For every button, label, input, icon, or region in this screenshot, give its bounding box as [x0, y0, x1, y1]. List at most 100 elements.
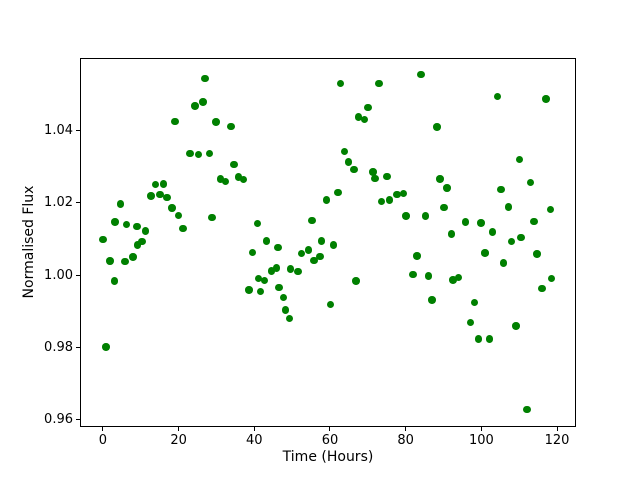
scatter-point	[440, 204, 448, 212]
scatter-point	[477, 219, 485, 227]
scatter-point	[99, 235, 107, 244]
scatter-point	[147, 192, 155, 200]
scatter-point	[421, 212, 430, 220]
scatter-point	[512, 322, 520, 330]
scatter-point	[138, 238, 146, 246]
scatter-point	[308, 217, 316, 225]
scatter-point	[248, 248, 257, 256]
scatter-point	[352, 277, 360, 285]
scatter-point	[133, 222, 141, 230]
scatter-point	[481, 249, 489, 257]
scatter-point	[530, 217, 538, 226]
scatter-point	[413, 252, 421, 260]
scatter-point	[485, 335, 494, 343]
scatter-point	[275, 283, 283, 292]
x-tick-mark	[329, 427, 331, 431]
scatter-point	[443, 184, 451, 192]
scatter-point	[454, 273, 463, 282]
y-tick-mark	[76, 274, 80, 276]
scatter-point	[239, 175, 247, 184]
scatter-point	[285, 314, 294, 323]
scatter-point	[336, 79, 344, 88]
scatter-point	[350, 166, 358, 174]
scatter-point	[470, 298, 479, 307]
y-tick-label: 1.00	[44, 267, 73, 283]
scatter-point	[256, 287, 265, 296]
scatter-point	[208, 213, 216, 222]
scatter-point	[409, 270, 417, 279]
scatter-point	[121, 257, 129, 266]
scatter-point	[141, 227, 149, 235]
scatter-point	[447, 230, 456, 238]
x-tick-mark	[556, 427, 558, 431]
scatter-point	[461, 218, 470, 226]
scatter-point	[179, 224, 187, 233]
scatter-point	[253, 219, 262, 228]
scatter-point	[316, 252, 324, 260]
scatter-point	[159, 180, 168, 188]
scatter-point	[500, 259, 508, 267]
x-tick-mark	[178, 427, 180, 431]
scatter-point	[174, 211, 182, 220]
scatter-point	[364, 103, 372, 111]
scatter-point	[116, 200, 125, 208]
x-tick-label: 40	[246, 433, 263, 448]
scatter-point	[488, 228, 497, 236]
x-tick-mark	[480, 427, 482, 431]
scatter-point	[375, 79, 383, 88]
scatter-point	[260, 276, 269, 285]
x-tick-mark	[253, 427, 255, 431]
scatter-point	[274, 243, 282, 251]
scatter-point	[504, 203, 513, 211]
scatter-point	[542, 95, 550, 103]
scatter-point	[110, 277, 118, 285]
scatter-point	[186, 149, 194, 158]
scatter-point	[327, 301, 335, 309]
scatter-point	[344, 158, 353, 166]
x-tick-label: 60	[321, 433, 339, 448]
scatter-point	[330, 241, 338, 249]
scatter-point	[129, 253, 137, 261]
scatter-point	[371, 174, 379, 183]
scatter-point	[334, 188, 342, 196]
y-tick-mark	[76, 202, 80, 204]
scatter-point	[360, 115, 369, 124]
scatter-point	[369, 168, 377, 176]
scatter-point	[254, 274, 263, 282]
scatter-point	[475, 335, 483, 343]
scatter-point	[102, 343, 110, 351]
scatter-point	[133, 241, 142, 249]
scatter-point	[507, 238, 516, 246]
scatter-point	[402, 212, 410, 220]
scatter-point	[417, 70, 425, 79]
scatter-point	[282, 306, 290, 314]
x-tick-label: 120	[544, 433, 570, 448]
scatter-point	[205, 149, 214, 158]
y-tick-label: 0.98	[44, 339, 73, 355]
scatter-point	[245, 286, 253, 294]
scatter-point	[547, 274, 556, 282]
scatter-point	[234, 173, 243, 181]
scatter-point	[230, 161, 238, 169]
scatter-point	[106, 257, 114, 265]
scatter-point	[383, 172, 391, 181]
scatter-point	[171, 117, 179, 125]
scatter-point	[221, 178, 230, 186]
y-tick-label: 0.96	[44, 412, 73, 428]
scatter-point	[436, 175, 444, 183]
scatter-point	[294, 267, 302, 276]
scatter-point	[156, 190, 164, 199]
scatter-point	[286, 265, 295, 273]
plot-frame	[80, 58, 576, 427]
scatter-point	[523, 405, 531, 413]
scatter-point	[497, 185, 505, 194]
x-tick-label: 100	[468, 433, 494, 448]
y-axis-label: Normalised Flux	[21, 185, 37, 299]
scatter-point	[163, 193, 171, 201]
scatter-point	[268, 267, 276, 275]
scatter-point	[194, 150, 203, 158]
scatter-point	[191, 102, 199, 110]
scatter-point	[354, 113, 363, 121]
scatter-point	[322, 196, 330, 204]
